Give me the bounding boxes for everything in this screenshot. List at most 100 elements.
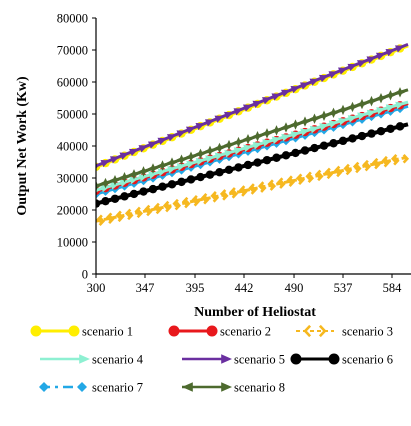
point-scenario-5 [262,97,272,105]
legend-label: scenario 3 [342,325,393,339]
point-scenario-6 [110,194,120,203]
point-scenario-4 [243,144,253,153]
point-scenario-6 [167,180,177,189]
point-scenario-8 [223,139,235,151]
point-scenario-6 [272,153,281,162]
point-scenario-4 [157,168,168,177]
point-scenario-4 [224,149,234,158]
point-scenario-4 [309,125,320,134]
point-scenario-5 [319,74,329,83]
point-scenario-8 [337,104,349,116]
point-scenario-6 [196,172,205,182]
point-scenario-4 [290,131,301,139]
point-scenario-6 [291,148,300,158]
point-scenario-5 [271,93,281,101]
point-scenario-5 [309,78,319,86]
axes: 0 10000 20000 30000 40000 50000 60000 70000 8000… [57,12,411,295]
legend-item-scenario-5: scenario 5 [182,353,285,367]
x-tick-label: 490 [285,281,304,295]
point-scenario-5 [328,71,338,79]
point-scenario-8 [280,122,292,133]
point-scenario-6 [139,187,148,196]
point-scenario-6 [120,192,129,201]
point-scenario-6 [338,136,348,146]
legend-label: scenario 8 [234,381,285,395]
point-scenario-5 [281,89,291,97]
point-scenario-8 [309,113,320,124]
point-scenario-8 [166,157,178,168]
x-axis-title: Number of Heliostat [194,305,316,320]
y-tick-label: 10000 [57,236,88,250]
series-line-scenario-8 [96,88,409,188]
point-scenario-4 [271,136,282,144]
legend-label: scenario 4 [92,353,144,367]
point-scenario-6 [177,177,186,187]
point-scenario-8 [299,116,311,127]
point-scenario-8 [385,90,396,101]
legend-item-scenario-1: scenario 1 [30,325,133,339]
series-scenario-5 [96,43,409,169]
point-scenario-6 [319,141,329,150]
legend-swatch [221,382,232,392]
point-scenario-4 [119,179,130,187]
point-scenario-4 [338,117,348,126]
point-scenario-6 [348,134,357,143]
point-scenario-5 [148,141,158,149]
point-scenario-4 [252,141,263,150]
legend-item-scenario-4: scenario 4 [40,353,144,367]
point-scenario-5 [395,45,405,53]
point-scenario-5 [214,115,224,123]
legend-swatch [77,382,87,392]
point-scenario-5 [110,156,120,164]
point-scenario-6 [357,131,367,141]
point-scenario-8 [347,101,358,113]
legend-item-scenario-6: scenario 6 [290,353,393,367]
x-tick-label: 584 [383,281,403,295]
y-tick-label: 30000 [57,172,88,186]
series-layer [96,43,410,226]
point-scenario-6 [367,129,376,138]
point-scenario-4 [214,152,225,161]
legend-swatch [182,382,193,392]
point-scenario-4 [96,188,101,193]
point-scenario-5 [129,148,139,157]
point-scenario-5 [300,82,310,90]
point-scenario-4 [328,120,339,128]
x-tick-label: 537 [334,281,353,295]
x-tick-label: 300 [87,281,106,295]
legend-item-scenario-7: scenario 7 [39,381,143,395]
point-scenario-4 [262,139,272,147]
point-scenario-8 [96,180,102,192]
point-scenario-4 [385,104,396,112]
legend-swatch [39,382,49,392]
point-scenario-5 [366,56,376,64]
series-scenario-6 [96,122,409,208]
point-scenario-5 [385,49,395,57]
point-scenario-8 [233,136,244,148]
point-scenario-6 [262,155,272,165]
point-scenario-6 [253,158,262,167]
point-scenario-4 [110,182,120,190]
point-scenario-6 [186,175,196,184]
point-scenario-3 [390,153,410,164]
legend-swatch [79,354,90,364]
point-scenario-4 [148,171,158,179]
point-scenario-8 [356,98,368,110]
legend-item-scenario-2: scenario 2 [168,325,271,339]
y-axis-title: Output Net Work (Kw) [15,76,30,216]
point-scenario-5 [243,104,253,112]
point-scenario-8 [119,172,130,183]
point-scenario-4 [347,115,358,123]
point-scenario-4 [195,158,206,166]
x-tick-label: 395 [186,281,205,295]
point-scenario-4 [205,155,215,163]
series-scenario-3 [96,153,410,226]
legend-label: scenario 7 [92,381,143,395]
point-scenario-8 [366,95,377,107]
point-scenario-8 [252,131,263,142]
x-tick-label: 347 [136,281,155,295]
point-scenario-8 [100,177,111,189]
point-scenario-6 [243,160,253,170]
point-scenario-5 [290,86,300,94]
